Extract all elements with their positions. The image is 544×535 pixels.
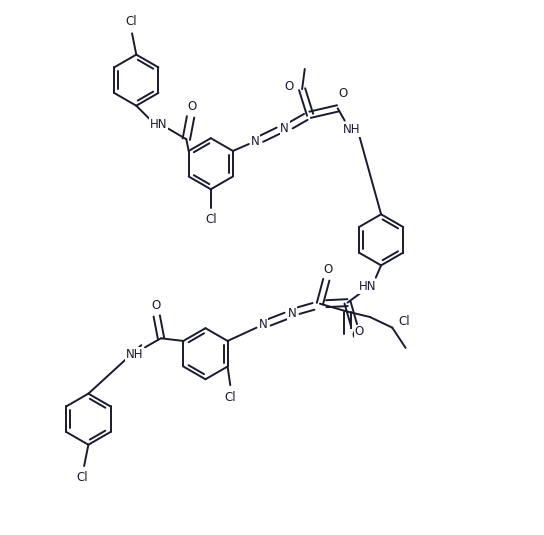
Text: O: O bbox=[284, 80, 293, 93]
Text: Cl: Cl bbox=[76, 471, 88, 484]
Text: O: O bbox=[151, 299, 160, 312]
Text: N: N bbox=[280, 121, 289, 135]
Text: NH: NH bbox=[343, 123, 360, 136]
Text: HN: HN bbox=[358, 280, 376, 293]
Text: O: O bbox=[323, 263, 332, 276]
Text: NH: NH bbox=[126, 348, 143, 361]
Text: O: O bbox=[338, 87, 348, 100]
Text: Cl: Cl bbox=[225, 391, 236, 404]
Text: N: N bbox=[288, 307, 296, 320]
Text: Cl: Cl bbox=[205, 213, 217, 226]
Text: O: O bbox=[187, 100, 196, 113]
Text: N: N bbox=[251, 135, 259, 148]
Text: O: O bbox=[351, 329, 360, 342]
Text: N: N bbox=[258, 318, 267, 332]
Text: HN: HN bbox=[150, 118, 168, 131]
Text: Cl: Cl bbox=[398, 315, 410, 328]
Text: O: O bbox=[355, 325, 364, 339]
Text: Cl: Cl bbox=[125, 15, 137, 28]
